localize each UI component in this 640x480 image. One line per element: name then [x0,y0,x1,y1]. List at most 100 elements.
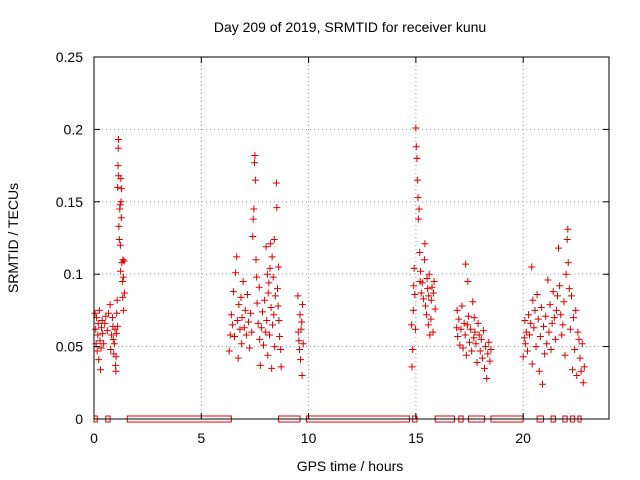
data-point [555,244,563,252]
data-point [417,289,425,297]
data-point [528,360,536,368]
data-point [561,351,569,359]
data-point [421,240,429,248]
data-point [467,325,475,333]
data-point [296,311,304,319]
data-point [240,324,248,332]
data-point [109,335,117,343]
data-point [429,289,437,297]
data-point [96,366,104,374]
data-point [483,374,491,382]
data-point [466,338,474,346]
data-point [578,340,586,348]
data-point [425,270,433,278]
data-point [453,324,461,332]
data-point [236,325,244,333]
data-point [486,357,494,365]
data-point [225,347,233,355]
data-point [103,327,111,335]
data-point [470,314,478,322]
data-point [93,347,101,355]
data-point [559,321,567,329]
data-point [113,296,121,304]
data-point [455,315,463,323]
data-point [546,301,554,309]
chart-title: Day 209 of 2019, SRMTID for receiver kun… [214,19,486,35]
data-point [119,273,127,281]
data-point [543,340,551,348]
data-point [269,273,277,281]
data-point [114,144,122,152]
data-point [272,179,280,187]
data-point [106,301,114,309]
data-point [100,340,108,348]
data-point [521,317,529,325]
data-point [270,235,278,243]
data-point [92,325,100,333]
data-point [298,318,306,326]
data-point [554,292,561,300]
data-point [233,317,241,325]
data-point [427,315,435,323]
data-point [247,309,255,317]
data-point [273,285,281,293]
data-point [476,347,484,355]
data-point [246,344,254,352]
data-point [251,151,259,159]
data-point [262,328,270,336]
data-point [250,205,258,213]
x-tick-label: 20 [515,430,531,446]
y-tick-label: 0.05 [56,339,83,355]
data-point [458,302,466,310]
data-point [551,335,559,343]
data-point [409,306,417,314]
data-point [110,340,118,348]
data-point [267,304,275,312]
data-point [243,290,251,298]
data-point [229,288,237,296]
data-point [264,289,272,297]
data-point [453,306,461,314]
y-tick-label: 0.1 [64,266,84,282]
data-point [535,367,543,375]
data-point [265,279,273,287]
data-point [558,331,566,339]
data-point [234,354,242,362]
data-point [541,350,549,358]
data-point [262,243,270,251]
data-point [232,269,240,277]
x-tick-label: 0 [90,430,98,446]
data-point [117,175,125,183]
data-point [115,235,123,243]
x-tick-labels: 0 5 10 15 20 [90,430,531,446]
data-point [424,285,432,293]
data-point [457,325,465,333]
data-point [523,347,531,355]
data-point [119,256,127,264]
data-point [463,321,471,329]
data-point [574,328,582,336]
data-point [268,364,276,372]
data-point [105,309,113,317]
data-point [547,345,555,353]
data-point [117,214,125,222]
data-point [431,305,439,313]
data-point [253,273,261,281]
data-point [117,198,125,206]
data-point [563,235,571,243]
data-point [239,277,247,285]
data-point [542,312,550,320]
data-point [462,260,470,268]
data-point [257,324,265,332]
data-point [562,270,570,278]
data-point [418,279,426,287]
data-point [576,354,584,362]
data-point [411,325,419,333]
data-point [233,253,241,261]
data-point [269,321,277,329]
data-point [114,136,122,144]
data-point [479,327,487,335]
data-point [519,353,527,361]
data-point [525,311,533,319]
data-point [120,289,128,297]
